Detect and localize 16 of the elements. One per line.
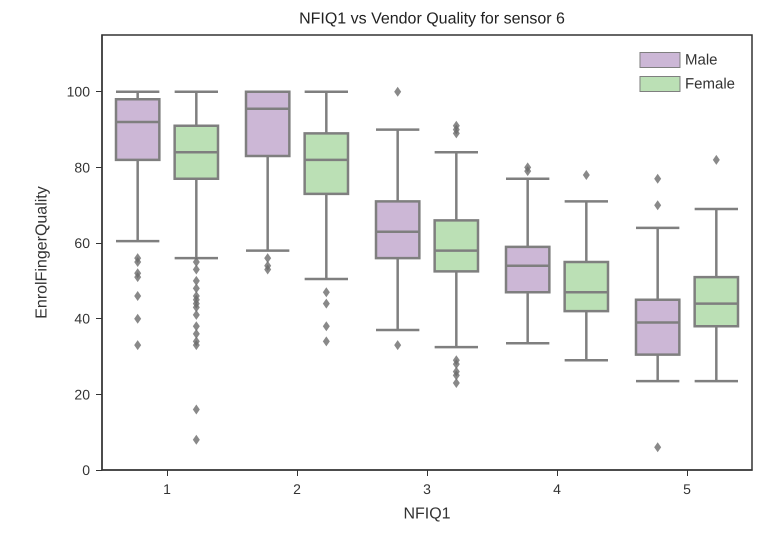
y-tick-label: 100 [66,84,90,100]
y-tick-label: 60 [74,235,90,252]
x-axis-title: NFIQ1 [403,506,451,522]
x-tick-label: 4 [553,481,562,497]
x-tick-label: 5 [683,481,692,497]
y-tick-label: 20 [74,386,90,402]
y-tick-label: 80 [74,159,90,176]
y-tick-label: 40 [74,310,90,327]
chart-title: NFIQ1 vs Vendor Quality for sensor 6 [299,10,566,28]
y-tick-label: 0 [82,462,90,478]
x-tick-label: 3 [423,481,432,497]
x-tick-label: 2 [293,481,302,497]
y-axis-title: EnrolFingerQuality [34,186,50,319]
legend-label: Male [684,52,718,68]
x-tick-label: 1 [163,481,172,497]
legend-label: Female [684,76,736,92]
